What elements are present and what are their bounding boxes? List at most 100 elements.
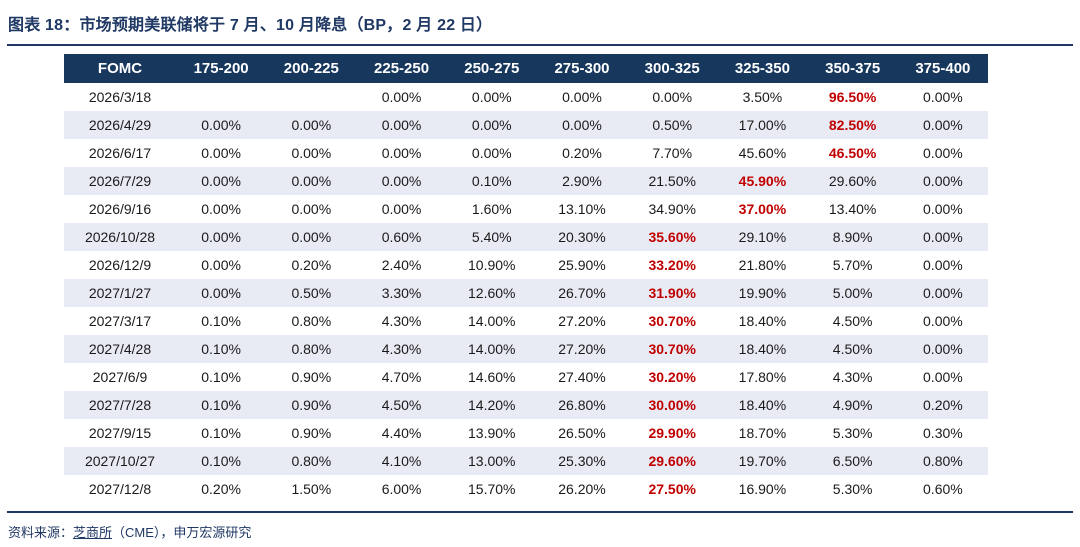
probability-cell: 27.40% — [558, 369, 606, 385]
probability-cell: 18.40% — [717, 391, 808, 419]
source-suffix: （CME），申万宏源研究 — [112, 525, 252, 540]
fomc-date-cell: 2026/9/16 — [88, 201, 152, 217]
probability-cell: 2.90% — [536, 167, 628, 195]
probability-cell: 0.00% — [897, 167, 988, 195]
probability-cell: 82.50% — [807, 111, 898, 139]
probability-cell: 15.70% — [468, 481, 516, 497]
source-note: 资料来源：芝商所（CME），申万宏源研究 — [0, 513, 1080, 547]
probability-cell: 0.80% — [291, 313, 332, 329]
table-row: 2027/9/15 0.10% 0.90% 4.40% 13.90% 26.50% 29.9… — [64, 419, 988, 447]
probability-cell: 0.00% — [381, 201, 422, 217]
probability-cell: 25.30% — [536, 447, 628, 475]
probability-cell: 29.60% — [627, 447, 718, 475]
probability-cell: 0.80% — [266, 335, 357, 363]
fomc-date-cell: 2026/7/29 — [64, 167, 176, 195]
probability-cell: 96.50% — [828, 89, 877, 105]
probability-cell: 0.00% — [266, 111, 357, 139]
probability-cell: 16.90% — [738, 481, 787, 497]
table-container: FOMC 175-200 200-225 225-250 250-275 275-300 3… — [0, 46, 1080, 509]
table-row: 2027/3/17 0.10% 0.80% 4.30% 14.00% 27.20% 30.7… — [64, 307, 988, 335]
probability-cell: 0.90% — [266, 391, 357, 419]
column-header: 325-350 — [717, 54, 808, 83]
probability-cell: 4.30% — [356, 335, 447, 363]
probability-cell: 0.00% — [923, 145, 963, 161]
probability-cell: 5.30% — [832, 481, 873, 497]
probability-cell: 35.60% — [627, 223, 718, 251]
probability-cell: 0.00% — [356, 167, 447, 195]
column-header: 275-300 — [536, 54, 628, 83]
probability-cell: 29.60% — [807, 167, 898, 195]
column-header: 250-275 — [446, 54, 537, 83]
probability-cell: 0.00% — [471, 89, 512, 105]
probability-cell: 14.00% — [468, 313, 516, 329]
probability-cell: 29.90% — [648, 425, 696, 441]
probability-cell: 34.90% — [648, 201, 696, 217]
probability-cell: 0.00% — [176, 223, 267, 251]
probability-cell: 0.00% — [201, 201, 241, 217]
bottom-divider — [7, 511, 1073, 513]
probability-cell: 0.10% — [176, 447, 267, 475]
fomc-date-cell: 2027/12/8 — [88, 481, 152, 497]
probability-cell: 12.60% — [446, 279, 537, 307]
probability-cell: 19.70% — [717, 447, 808, 475]
probability-cell: 0.00% — [176, 279, 267, 307]
column-header: 375-400 — [897, 54, 988, 83]
probability-cell: 0.10% — [201, 425, 241, 441]
probability-cell: 0.20% — [897, 391, 988, 419]
probability-cell: 30.70% — [648, 313, 696, 329]
table-row: 2026/10/28 0.00% 0.00% 0.60% 5.40% 20.30% 35.6… — [64, 223, 988, 251]
probability-cell: 0.00% — [562, 89, 602, 105]
cme-link[interactable]: 芝商所 — [73, 525, 113, 540]
probability-cell: 0.60% — [923, 481, 963, 497]
probability-cell: 6.50% — [807, 447, 898, 475]
probability-cell: 0.00% — [923, 201, 963, 217]
fomc-date-cell: 2027/1/27 — [64, 279, 176, 307]
probability-cell: 33.20% — [648, 257, 696, 273]
probability-cell: 37.00% — [738, 201, 787, 217]
probability-cell: 31.90% — [627, 279, 718, 307]
probability-cell: 27.20% — [558, 313, 606, 329]
probability-cell: 0.10% — [446, 167, 537, 195]
probability-cell: 0.10% — [201, 313, 241, 329]
probability-cell: 18.40% — [717, 335, 808, 363]
probability-cell: 6.00% — [381, 481, 422, 497]
probability-cell: 0.00% — [923, 89, 963, 105]
table-row: 2027/6/9 0.10% 0.90% 4.70% 14.60% 27.40% 30.20… — [64, 363, 988, 391]
probability-cell: 4.40% — [381, 425, 422, 441]
probability-cell: 4.50% — [807, 335, 898, 363]
column-header: 175-200 — [176, 54, 267, 83]
table-row: 2027/1/27 0.00% 0.50% 3.30% 12.60% 26.70% 31.9… — [64, 279, 988, 307]
fomc-date-cell: 2026/10/28 — [64, 223, 176, 251]
table-row: 2027/7/28 0.10% 0.90% 4.50% 14.20% 26.80% 30.0… — [64, 391, 988, 419]
fomc-date-cell: 2027/3/17 — [88, 313, 152, 329]
probability-cell: 30.70% — [627, 335, 718, 363]
probability-cell: 4.10% — [356, 447, 447, 475]
fomc-date-cell: 2027/10/27 — [64, 447, 176, 475]
probability-cell: 20.30% — [536, 223, 628, 251]
fomc-date-cell: 2027/6/9 — [92, 369, 148, 385]
probability-cell: 0.10% — [201, 369, 241, 385]
probability-cell: 0.90% — [291, 369, 332, 385]
table-row: 2027/4/28 0.10% 0.80% 4.30% 14.00% 27.20% 30.7… — [64, 335, 988, 363]
probability-cell: 4.50% — [832, 313, 873, 329]
table-header-row: FOMC 175-200 200-225 225-250 250-275 275-300 3… — [64, 54, 988, 83]
probability-cell: 0.00% — [381, 89, 422, 105]
probability-cell: 0.00% — [266, 223, 357, 251]
probability-cell: 10.90% — [468, 257, 516, 273]
fomc-date-cell: 2026/6/17 — [88, 145, 152, 161]
probability-cell: 0.00% — [471, 145, 512, 161]
figure-title: 图表 18：市场预期美联储将于 7 月、10 月降息（BP，2 月 22 日） — [8, 17, 493, 34]
probability-cell: 26.70% — [536, 279, 628, 307]
probability-cell: 0.00% — [266, 167, 357, 195]
probability-cell: 0.00% — [923, 257, 963, 273]
probability-cell: 0.20% — [562, 145, 602, 161]
table-row: 2026/4/29 0.00% 0.00% 0.00% 0.00% 0.00% 0.50% 1… — [64, 111, 988, 139]
probability-cell: 4.70% — [381, 369, 422, 385]
probability-cell: 18.70% — [738, 425, 787, 441]
probability-cell: 0.00% — [356, 111, 447, 139]
fomc-date-cell: 2026/12/9 — [88, 257, 152, 273]
probability-cell: 0.50% — [627, 111, 718, 139]
probability-cell: 0.00% — [897, 223, 988, 251]
fomc-date-cell: 2027/4/28 — [64, 335, 176, 363]
